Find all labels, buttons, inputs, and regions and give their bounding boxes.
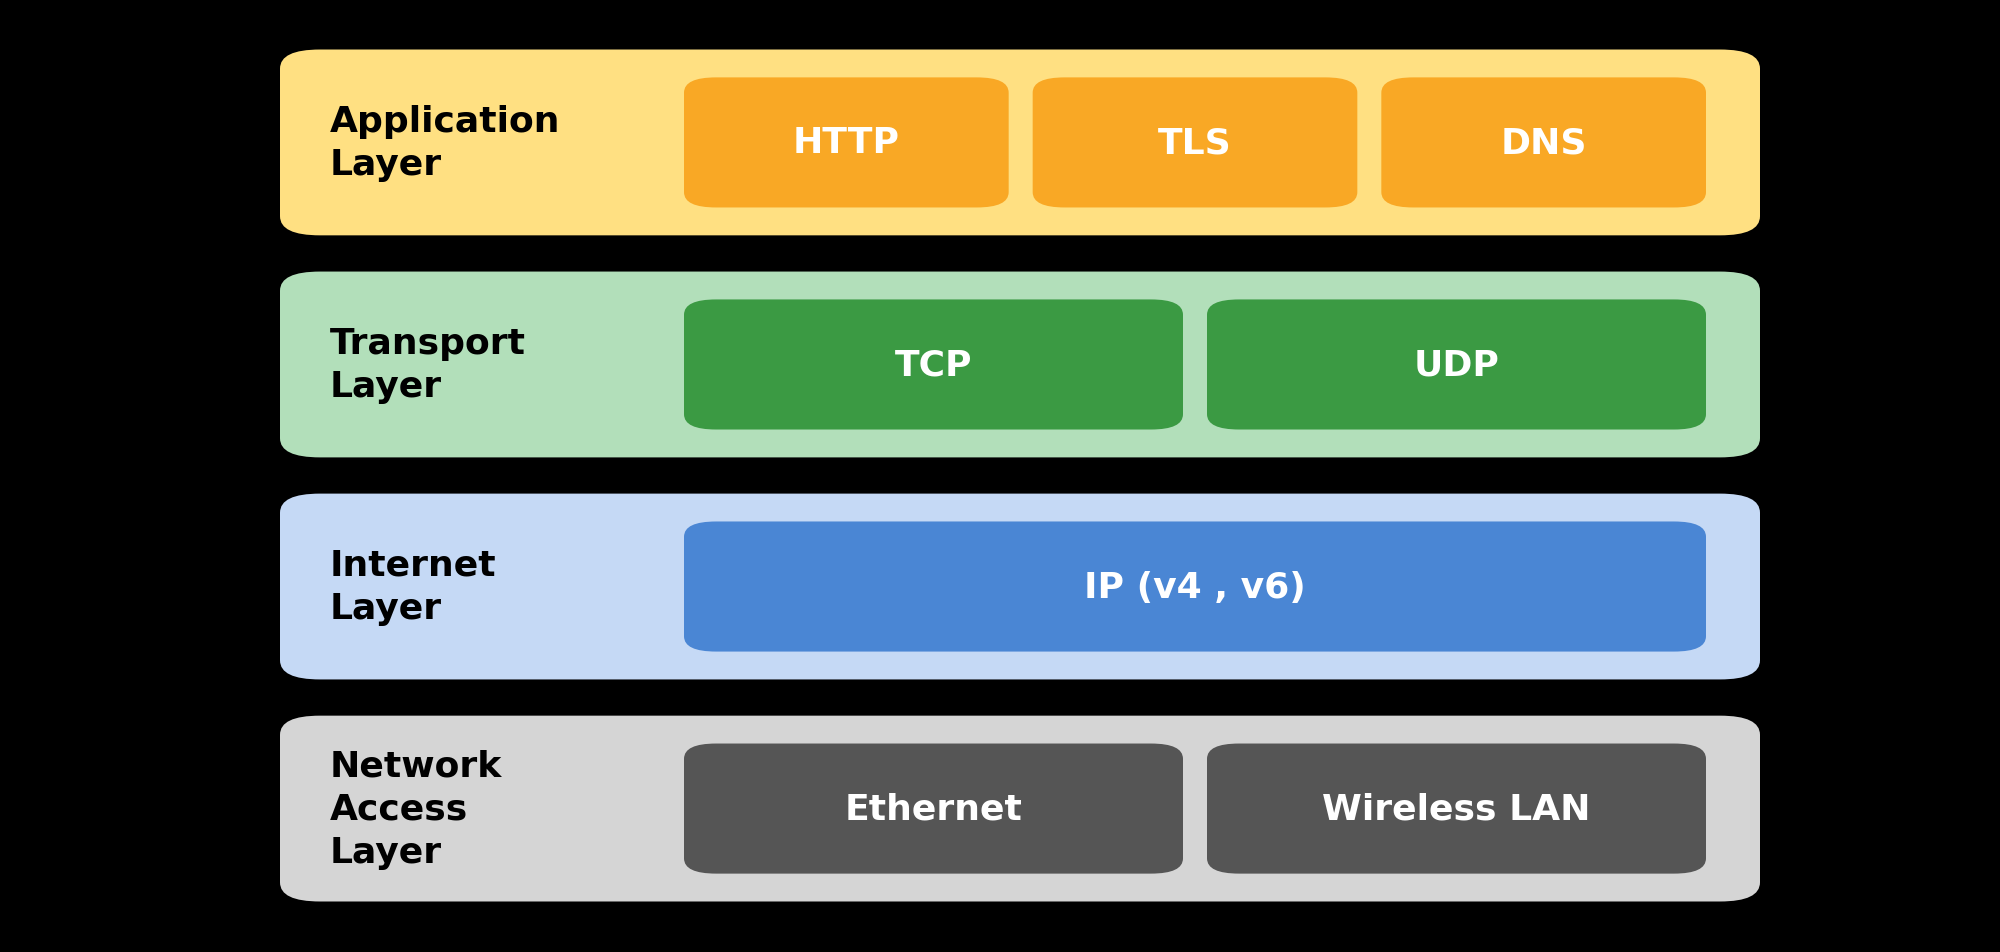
Text: IP (v4 , v6): IP (v4 , v6)	[1084, 570, 1306, 604]
FancyBboxPatch shape	[684, 300, 1184, 430]
Text: Internet
Layer: Internet Layer	[330, 548, 496, 625]
FancyBboxPatch shape	[280, 50, 1760, 236]
Text: UDP: UDP	[1414, 348, 1500, 382]
FancyBboxPatch shape	[684, 78, 1008, 208]
FancyBboxPatch shape	[1208, 300, 1706, 430]
FancyBboxPatch shape	[684, 522, 1706, 652]
Text: TLS: TLS	[1158, 127, 1232, 160]
Text: Wireless LAN: Wireless LAN	[1322, 792, 1590, 825]
Text: DNS: DNS	[1500, 127, 1586, 160]
FancyBboxPatch shape	[280, 494, 1760, 680]
Text: HTTP: HTTP	[792, 127, 900, 160]
FancyBboxPatch shape	[1032, 78, 1358, 208]
Text: Application
Layer: Application Layer	[330, 105, 560, 182]
FancyBboxPatch shape	[684, 744, 1184, 874]
Text: Ethernet: Ethernet	[844, 792, 1022, 825]
FancyBboxPatch shape	[1208, 744, 1706, 874]
Text: Transport
Layer: Transport Layer	[330, 327, 526, 404]
Text: TCP: TCP	[894, 348, 972, 382]
Text: Network
Access
Layer: Network Access Layer	[330, 748, 502, 869]
FancyBboxPatch shape	[280, 272, 1760, 458]
FancyBboxPatch shape	[280, 716, 1760, 902]
FancyBboxPatch shape	[1382, 78, 1706, 208]
